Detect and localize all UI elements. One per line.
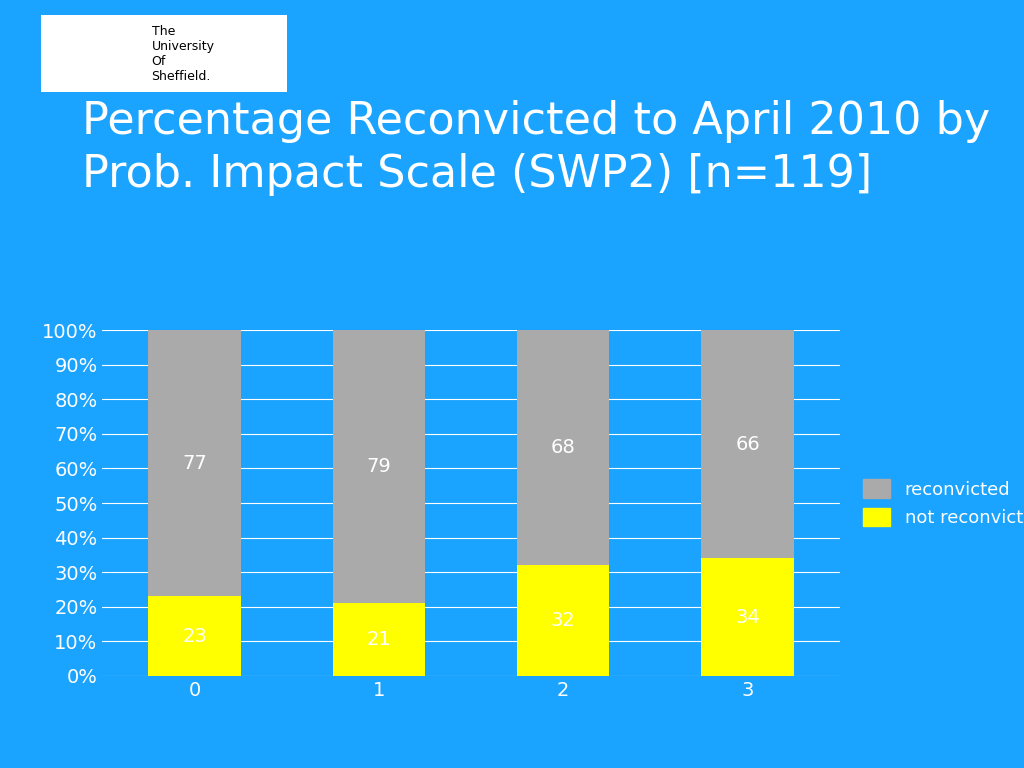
Text: The
University
Of
Sheffield.: The University Of Sheffield.: [152, 25, 215, 83]
Bar: [517, 330, 609, 565]
Text: 79: 79: [367, 457, 391, 476]
Bar: [701, 330, 794, 558]
Legend: reconvicted, not reconvicted: reconvicted, not reconvicted: [856, 472, 1024, 534]
Bar: [333, 330, 425, 604]
Text: 66: 66: [735, 435, 760, 454]
Bar: [701, 558, 794, 676]
Text: 23: 23: [182, 627, 207, 646]
Text: 34: 34: [735, 607, 760, 627]
Text: 68: 68: [551, 439, 575, 457]
Text: 77: 77: [182, 454, 207, 473]
Text: 32: 32: [551, 611, 575, 630]
Bar: [148, 596, 241, 676]
Bar: [148, 330, 241, 596]
Bar: [517, 565, 609, 676]
Bar: [333, 604, 425, 676]
Text: Percentage Reconvicted to April 2010 by
Prob. Impact Scale (SWP2) [n=119]: Percentage Reconvicted to April 2010 by …: [82, 100, 990, 196]
Text: 21: 21: [367, 630, 391, 649]
